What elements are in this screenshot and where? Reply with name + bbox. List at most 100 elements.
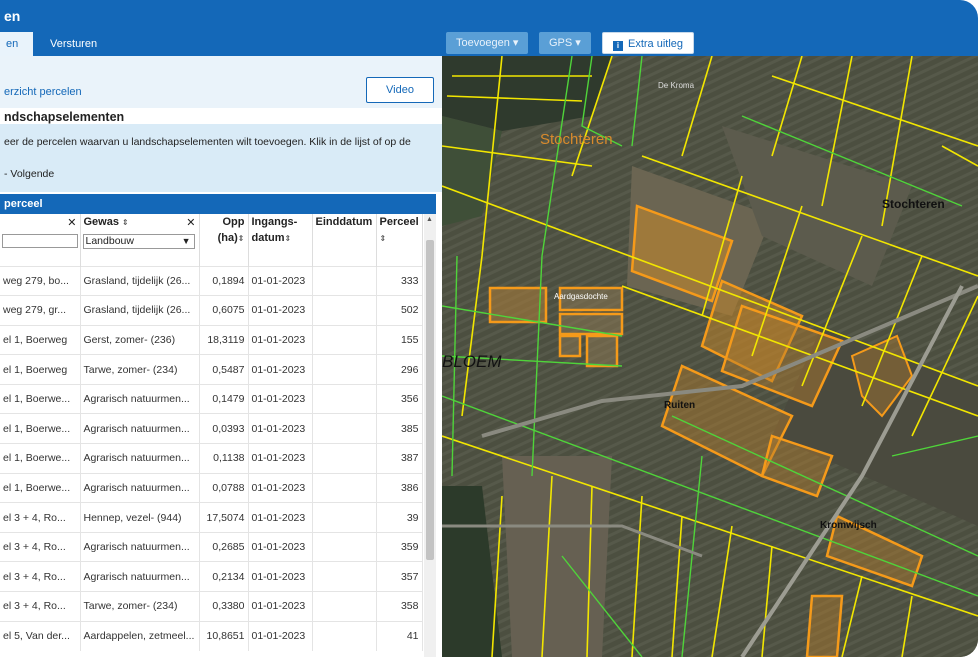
- cell-end-date: [312, 591, 377, 622]
- cell-address: el 1, Boerweg: [0, 324, 81, 355]
- cell-start-date: 01-01-2023: [248, 472, 313, 503]
- cell-area: 0,0393: [199, 413, 249, 444]
- cell-crop: Aardappelen, zetmeel...: [80, 620, 200, 651]
- map-label-bloem: BLOEM: [442, 352, 502, 371]
- tab-active[interactable]: en: [0, 32, 33, 56]
- clear-crop-filter-icon[interactable]: ✕: [186, 217, 196, 229]
- instruction-text: eer de percelen waarvan u landschapselem…: [4, 136, 411, 148]
- cell-start-date: 01-01-2023: [248, 443, 313, 474]
- back-link[interactable]: erzicht percelen: [4, 86, 82, 98]
- cell-area: 17,5074: [199, 502, 249, 533]
- cell-crop: Tarwe, zomer- (234): [80, 591, 200, 622]
- cell-crop: Agrarisch natuurmen...: [80, 383, 200, 414]
- cell-parcel: 387: [376, 443, 423, 474]
- cell-end-date: [312, 265, 377, 296]
- table-row[interactable]: el 3 + 4, Ro... Agrarisch natuurmen... 0,2…: [0, 561, 423, 592]
- cell-end-date: [312, 502, 377, 533]
- cell-parcel: 39: [376, 502, 423, 533]
- cell-crop: Grasland, tijdelijk (26...: [80, 265, 200, 296]
- extra-uitleg-button[interactable]: i Extra uitleg: [602, 32, 695, 54]
- cell-start-date: 01-01-2023: [248, 295, 313, 326]
- cell-area: 0,1894: [199, 265, 249, 296]
- cell-address: el 3 + 4, Ro...: [0, 502, 81, 533]
- address-filter-input[interactable]: [2, 234, 78, 248]
- table-row[interactable]: weg 279, bo... Grasland, tijdelijk (26...…: [0, 265, 423, 296]
- cell-address: el 1, Boerweg: [0, 354, 81, 385]
- next-link[interactable]: - Volgende: [4, 168, 55, 180]
- left-panel: erzicht percelen Video ndschapselementen…: [0, 56, 442, 657]
- cell-address: el 3 + 4, Ro...: [0, 591, 81, 622]
- cell-end-date: [312, 443, 377, 474]
- cell-address: el 3 + 4, Ro...: [0, 561, 81, 592]
- cell-parcel: 359: [376, 531, 423, 562]
- aerial-map[interactable]: Stochteren Stochteren BLOEM Aardgasdocht…: [442, 56, 978, 657]
- clear-address-filter-icon[interactable]: ✕: [67, 217, 77, 229]
- parcel-header[interactable]: Perceel ⇕: [376, 214, 423, 266]
- cell-address: el 1, Boerwe...: [0, 472, 81, 503]
- cell-area: 18,3119: [199, 324, 249, 355]
- map-view[interactable]: Stochteren Stochteren BLOEM Aardgasdocht…: [442, 56, 978, 657]
- video-button[interactable]: Video: [366, 77, 434, 103]
- road: [442, 524, 703, 558]
- sort-icon[interactable]: ⇕: [379, 234, 387, 243]
- extra-uitleg-label: Extra uitleg: [628, 38, 684, 50]
- selected-parcels[interactable]: [488, 204, 924, 657]
- crop-header[interactable]: Gewas ⇕ ✕ Landbouw ▼: [80, 214, 200, 266]
- table-row[interactable]: el 1, Boerwe... Agrarisch natuurmen... 0,0…: [0, 472, 423, 503]
- cell-start-date: 01-01-2023: [248, 502, 313, 533]
- table-scrollbar[interactable]: ▲: [424, 214, 436, 657]
- cell-start-date: 01-01-2023: [248, 561, 313, 592]
- cell-address: el 5, Van der...: [0, 620, 81, 651]
- scroll-up-icon[interactable]: ▲: [426, 216, 433, 223]
- cell-crop: Agrarisch natuurmen...: [80, 472, 200, 503]
- map-label-aardgasdochte: Aardgasdochte: [554, 292, 608, 301]
- table-row[interactable]: el 1, Boerweg Tarwe, zomer- (234) 0,5487 01…: [0, 354, 423, 385]
- cell-address: el 3 + 4, Ro...: [0, 531, 81, 562]
- cell-start-date: 01-01-2023: [248, 265, 313, 296]
- cell-start-date: 01-01-2023: [248, 354, 313, 385]
- start-date-header[interactable]: Ingangs- datum⇕: [248, 214, 313, 266]
- cell-parcel: 502: [376, 295, 423, 326]
- crop-filter-select[interactable]: Landbouw ▼: [82, 234, 195, 249]
- table-row[interactable]: el 1, Boerwe... Agrarisch natuurmen... 0,1…: [0, 443, 423, 474]
- cell-area: 0,1479: [199, 383, 249, 414]
- area-header[interactable]: Opp (ha)⇕: [199, 214, 249, 266]
- sort-icon[interactable]: ⇕: [237, 234, 245, 243]
- field-area: [772, 326, 978, 526]
- cell-parcel: 357: [376, 561, 423, 592]
- cell-address: weg 279, gr...: [0, 295, 81, 326]
- cell-end-date: [312, 561, 377, 592]
- table-title: perceel: [0, 194, 436, 214]
- field-area: [442, 116, 502, 226]
- table-row[interactable]: el 1, Boerwe... Agrarisch natuurmen... 0,0…: [0, 413, 423, 444]
- scroll-thumb[interactable]: [426, 240, 434, 560]
- wood-area: [442, 486, 502, 657]
- end-date-header[interactable]: Einddatum: [312, 214, 377, 266]
- cell-crop: Hennep, vezel- (944): [80, 502, 200, 533]
- cell-parcel: 356: [376, 383, 423, 414]
- cell-area: 0,2685: [199, 531, 249, 562]
- table-row[interactable]: weg 279, gr... Grasland, tijdelijk (26...…: [0, 295, 423, 326]
- sort-icon[interactable]: ⇕: [284, 234, 292, 243]
- cell-end-date: [312, 531, 377, 562]
- cell-crop: Gerst, zomer- (236): [80, 324, 200, 355]
- cell-end-date: [312, 324, 377, 355]
- sort-icon[interactable]: ⇕: [122, 218, 129, 227]
- cell-parcel: 333: [376, 265, 423, 296]
- map-label-ruiten: Ruiten: [664, 400, 695, 411]
- tab-versturen[interactable]: Versturen: [50, 38, 98, 50]
- cell-crop: Agrarisch natuurmen...: [80, 561, 200, 592]
- table-row[interactable]: el 1, Boerweg Gerst, zomer- (236) 18,3119 0…: [0, 324, 423, 355]
- cell-start-date: 01-01-2023: [248, 591, 313, 622]
- cell-area: 0,6075: [199, 295, 249, 326]
- table-row[interactable]: el 1, Boerwe... Agrarisch natuurmen... 0,1…: [0, 383, 423, 414]
- toevoegen-button[interactable]: Toevoegen ▾: [446, 32, 529, 54]
- map-label-stochteren-right: Stochteren: [882, 197, 945, 211]
- gps-button[interactable]: GPS ▾: [539, 32, 591, 54]
- table-row[interactable]: el 3 + 4, Ro... Agrarisch natuurmen... 0,2…: [0, 531, 423, 562]
- table-row[interactable]: el 3 + 4, Ro... Tarwe, zomer- (234) 0,3380…: [0, 591, 423, 622]
- table-row[interactable]: el 3 + 4, Ro... Hennep, vezel- (944) 17,50…: [0, 502, 423, 533]
- table-row[interactable]: el 5, Van der... Aardappelen, zetmeel... 1…: [0, 620, 423, 651]
- green-boundaries: [442, 56, 978, 657]
